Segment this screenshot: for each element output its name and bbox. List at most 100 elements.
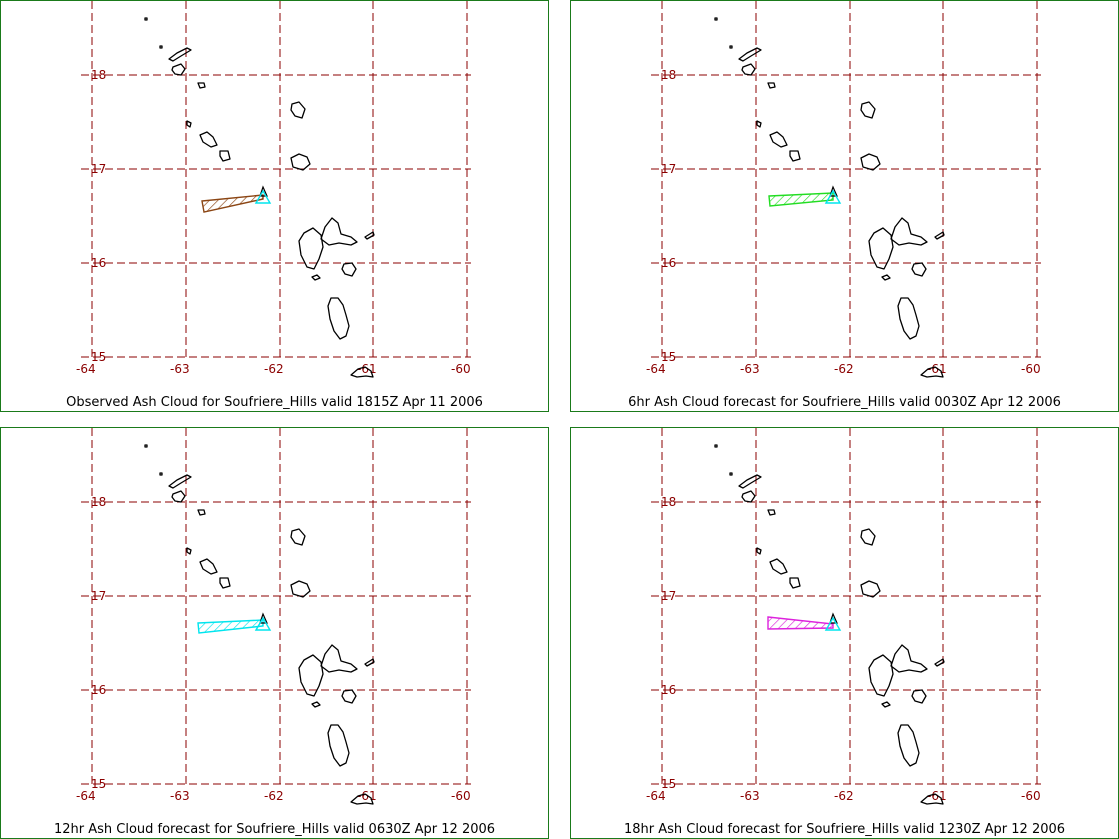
island-les-saintes bbox=[881, 701, 891, 708]
lat-label: 15 bbox=[661, 350, 676, 364]
panel-caption: 6hr Ash Cloud forecast for Soufriere_Hil… bbox=[628, 395, 1061, 410]
panel-caption: 12hr Ash Cloud forecast for Soufriere_Hi… bbox=[53, 822, 496, 837]
island-nevis bbox=[199, 558, 218, 575]
island-antigua bbox=[860, 580, 881, 598]
lat-label: 17 bbox=[91, 589, 106, 603]
island-marie-galante bbox=[341, 262, 357, 277]
lat-label: 16 bbox=[661, 256, 676, 270]
island-nevis-2 bbox=[219, 577, 231, 589]
island-saba bbox=[197, 82, 206, 89]
island-barbuda bbox=[860, 528, 876, 546]
volcano-icon bbox=[254, 189, 272, 204]
island-martinique bbox=[920, 366, 944, 378]
lon-label: -64 bbox=[646, 789, 666, 803]
island-martinique bbox=[920, 793, 944, 805]
island-la-desirade bbox=[934, 231, 945, 240]
lat-label: 18 bbox=[91, 495, 106, 509]
island-st-martin bbox=[741, 490, 756, 503]
island-st-martin bbox=[741, 63, 756, 76]
map-panel-18hr: 18 17 16 15 -64 -63 -62 -61 -60 18hr Ash Cloud f… bbox=[570, 427, 1119, 839]
lat-label: 15 bbox=[91, 777, 106, 791]
island-les-saintes bbox=[311, 274, 321, 281]
island-st-martin bbox=[171, 490, 186, 503]
island-dot-2 bbox=[159, 472, 163, 476]
lat-label: 15 bbox=[661, 777, 676, 791]
lon-label: -62 bbox=[834, 362, 854, 376]
lon-label: -62 bbox=[264, 789, 284, 803]
island-marie-galante bbox=[341, 689, 357, 704]
montserrat-island bbox=[829, 185, 838, 197]
island-antigua bbox=[290, 580, 311, 598]
lat-label: 18 bbox=[91, 68, 106, 82]
island-dot-1 bbox=[144, 17, 148, 21]
panel-caption: Observed Ash Cloud for Soufriere_Hills v… bbox=[66, 395, 483, 410]
graticule bbox=[81, 1, 471, 358]
lon-label: -60 bbox=[451, 362, 471, 376]
volcano-icon bbox=[824, 189, 842, 204]
island-les-saintes bbox=[311, 701, 321, 708]
island-marie-galante bbox=[911, 689, 927, 704]
island-st-kitts bbox=[756, 547, 762, 555]
coastlines bbox=[714, 17, 945, 378]
island-marie-galante bbox=[911, 262, 927, 277]
graticule bbox=[651, 1, 1041, 358]
island-guadeloupe bbox=[298, 217, 358, 270]
island-dot-2 bbox=[159, 45, 163, 49]
island-martinique bbox=[350, 366, 374, 378]
lon-label: -62 bbox=[264, 362, 284, 376]
lon-label: -64 bbox=[646, 362, 666, 376]
island-nevis-2 bbox=[789, 577, 801, 589]
island-saba bbox=[197, 509, 206, 516]
lon-label: -63 bbox=[740, 362, 760, 376]
island-dot-2 bbox=[729, 472, 733, 476]
island-saba bbox=[767, 82, 776, 89]
island-la-desirade bbox=[364, 658, 375, 667]
island-les-saintes bbox=[881, 274, 891, 281]
island-martinique bbox=[350, 793, 374, 805]
coastlines bbox=[144, 444, 375, 805]
ash-cloud-polygon bbox=[768, 192, 834, 207]
island-st-martin bbox=[171, 63, 186, 76]
island-nevis-2 bbox=[219, 150, 231, 162]
island-nevis-2 bbox=[789, 150, 801, 162]
island-dominica bbox=[327, 297, 350, 340]
montserrat-island bbox=[259, 612, 268, 624]
island-guadeloupe bbox=[868, 217, 928, 270]
panel-caption: 18hr Ash Cloud forecast for Soufriere_Hi… bbox=[623, 822, 1066, 837]
ash-cloud-polygon bbox=[201, 194, 264, 213]
lat-label: 16 bbox=[661, 683, 676, 697]
island-barbuda bbox=[290, 528, 306, 546]
island-dot-2 bbox=[729, 45, 733, 49]
island-anguilla bbox=[738, 47, 762, 62]
island-nevis bbox=[769, 558, 788, 575]
island-antigua bbox=[860, 153, 881, 171]
island-st-kitts bbox=[756, 120, 762, 128]
volcano-icon bbox=[824, 616, 842, 631]
island-antigua bbox=[290, 153, 311, 171]
volcano-icon bbox=[254, 616, 272, 631]
island-dot-1 bbox=[714, 17, 718, 21]
island-anguilla bbox=[738, 474, 762, 489]
coastlines bbox=[714, 444, 945, 805]
island-saba bbox=[767, 509, 776, 516]
lon-label: -63 bbox=[740, 789, 760, 803]
island-la-desirade bbox=[364, 231, 375, 240]
island-dot-1 bbox=[714, 444, 718, 448]
ash-cloud-polygon bbox=[767, 616, 834, 630]
lat-label: 17 bbox=[661, 162, 676, 176]
map-panel-observed: 18 17 16 15 -64 -63 -62 -61 -60 Observed Ash Clo… bbox=[0, 0, 549, 412]
island-anguilla bbox=[168, 474, 192, 489]
island-dot-1 bbox=[144, 444, 148, 448]
island-dominica bbox=[897, 724, 920, 767]
island-dominica bbox=[897, 297, 920, 340]
lon-label: -64 bbox=[76, 789, 96, 803]
island-guadeloupe bbox=[868, 644, 928, 697]
map-panel-12hr: 18 17 16 15 -64 -63 -62 -61 -60 12hr Ash Cloud f… bbox=[0, 427, 549, 839]
lon-label: -63 bbox=[170, 362, 190, 376]
lat-label: 16 bbox=[91, 683, 106, 697]
lat-label: 16 bbox=[91, 256, 106, 270]
